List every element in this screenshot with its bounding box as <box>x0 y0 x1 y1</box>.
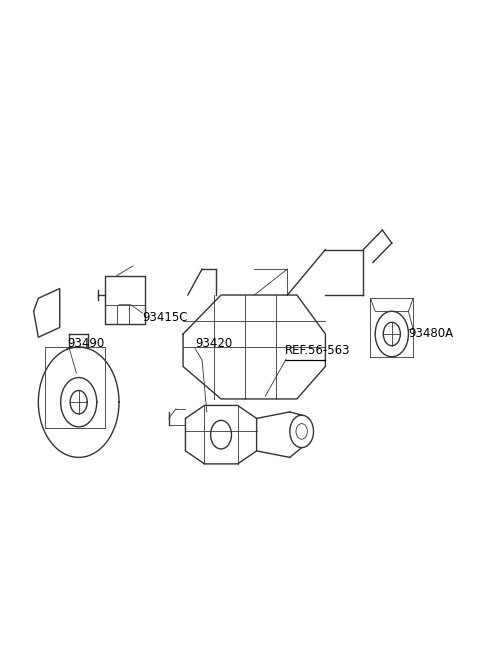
Text: 93415C: 93415C <box>143 311 188 324</box>
Text: 93490: 93490 <box>67 337 104 350</box>
Text: REF.56-563: REF.56-563 <box>285 344 350 357</box>
Text: 93420: 93420 <box>195 337 232 350</box>
Text: 93480A: 93480A <box>408 328 454 341</box>
